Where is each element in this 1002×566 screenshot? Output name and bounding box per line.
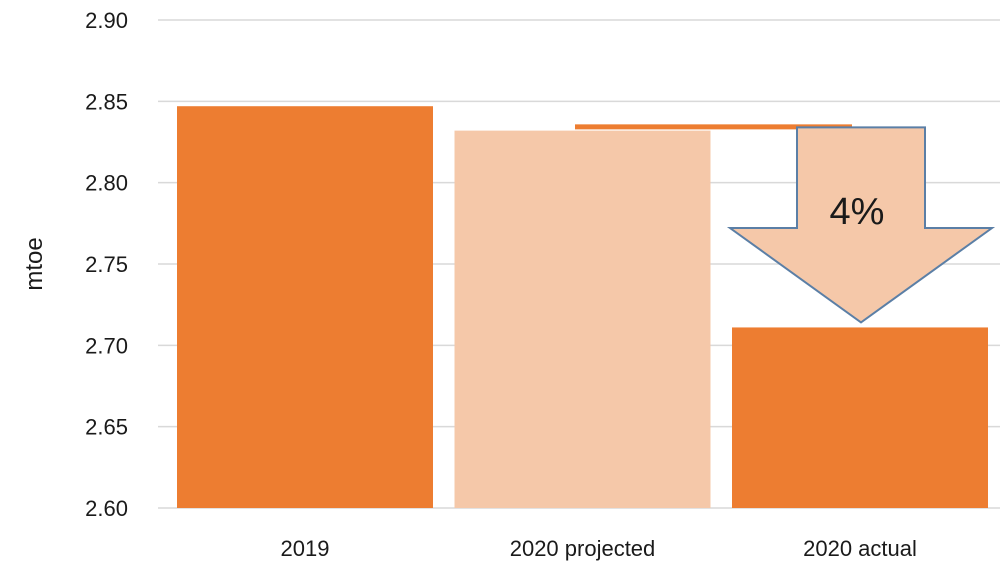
y-tick-label: 2.75 — [85, 252, 128, 277]
y-axis-title: mtoe — [21, 237, 48, 290]
projected-level-line — [575, 124, 852, 130]
y-axis-ticks: 2.60 2.65 2.70 2.75 2.80 2.85 2.90 — [85, 8, 128, 521]
y-tick-label: 2.70 — [85, 333, 128, 358]
bar-2019 — [177, 106, 433, 509]
bars — [177, 106, 988, 509]
y-tick-label: 2.85 — [85, 89, 128, 114]
x-axis-ticks: 2019 2020 projected 2020 actual — [281, 536, 917, 561]
bar-2020-actual — [732, 327, 988, 508]
change-annotation: 4% — [575, 124, 996, 324]
x-tick-label: 2019 — [281, 536, 330, 561]
x-tick-label: 2020 projected — [510, 536, 656, 561]
x-tick-label: 2020 actual — [803, 536, 917, 561]
bar-2020-projected — [454, 130, 711, 508]
y-tick-label: 2.65 — [85, 415, 128, 440]
y-tick-label: 2.80 — [85, 171, 128, 196]
y-tick-label: 2.60 — [85, 496, 128, 521]
percent-change-label: 4% — [830, 191, 885, 233]
y-tick-label: 2.90 — [85, 8, 128, 33]
down-arrow-icon — [726, 126, 996, 324]
